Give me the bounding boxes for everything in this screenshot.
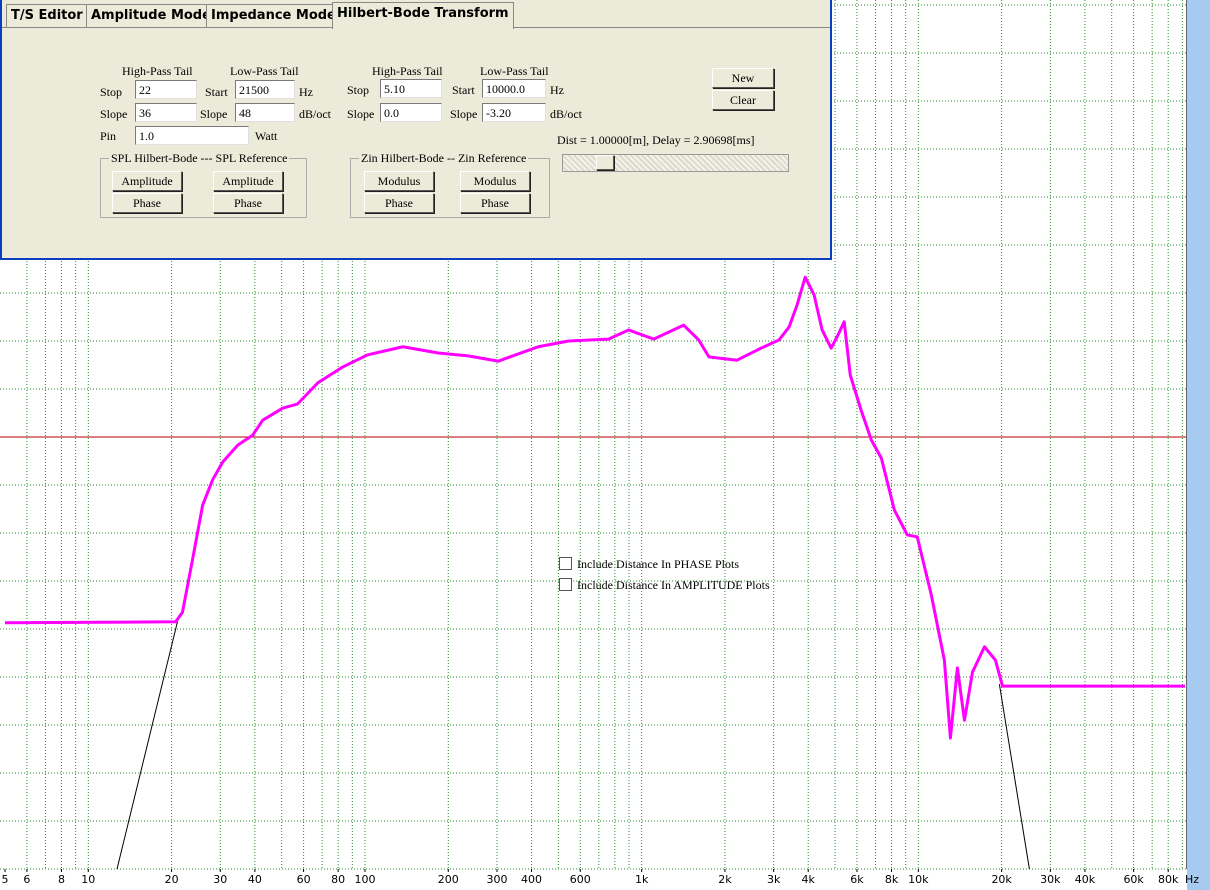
checkbox[interactable]: Include Distance In AMPLITUDE Plots bbox=[559, 578, 770, 593]
button[interactable]: Phase bbox=[364, 193, 434, 213]
check-label: Include Distance In PHASE Plots bbox=[577, 557, 739, 571]
x-tick-label: 20k bbox=[991, 873, 1012, 886]
button[interactable]: Modulus bbox=[364, 171, 434, 191]
x-axis-label: Hz bbox=[1185, 873, 1199, 886]
button[interactable]: Phase bbox=[213, 193, 283, 213]
x-tick-label: 3k bbox=[767, 873, 781, 886]
text-field[interactable]: 48 bbox=[235, 103, 295, 122]
label: High-Pass Tail bbox=[372, 64, 443, 78]
tool-panel: T/S Editor Amplitude Model Impedance Model… bbox=[0, 0, 832, 592]
button[interactable]: Modulus bbox=[460, 171, 530, 191]
label: Slope bbox=[347, 107, 375, 121]
label: dB/oct bbox=[550, 107, 582, 121]
x-tick-label: 5 bbox=[2, 873, 9, 886]
text-field[interactable]: 22 bbox=[135, 80, 197, 99]
x-tick-label: 60k bbox=[1123, 873, 1144, 886]
check-box[interactable] bbox=[559, 557, 572, 570]
series-line bbox=[4, 275, 1185, 740]
label: Low-Pass Tail bbox=[480, 64, 549, 78]
x-tick-label: 400 bbox=[521, 873, 542, 886]
label: Start bbox=[205, 85, 228, 99]
label: Hz bbox=[550, 83, 564, 97]
group-title: SPL Hilbert-Bode --- SPL Reference bbox=[109, 151, 290, 166]
text-field[interactable]: 36 bbox=[135, 103, 197, 122]
x-tick-label: 30 bbox=[213, 873, 227, 886]
x-tick-label: 10 bbox=[81, 873, 95, 886]
text-field[interactable]: 5.10 bbox=[380, 79, 442, 98]
text-field[interactable]: -3.20 bbox=[482, 103, 546, 122]
tab[interactable]: Impedance Model bbox=[206, 4, 346, 27]
x-tick-label: 40 bbox=[248, 873, 262, 886]
group-title: Zin Hilbert-Bode -- Zin Reference bbox=[359, 151, 529, 166]
x-tick-label: 80 bbox=[331, 873, 345, 886]
series-line bbox=[116, 621, 1030, 870]
group-box: SPL Hilbert-Bode --- SPL Reference bbox=[100, 151, 307, 218]
scrollbar[interactable] bbox=[562, 154, 789, 172]
x-tick-label: 60 bbox=[297, 873, 311, 886]
x-tick-label: 6k bbox=[850, 873, 864, 886]
side-strip bbox=[1187, 0, 1210, 890]
x-tick-label: 600 bbox=[570, 873, 591, 886]
label: Stop bbox=[347, 83, 370, 97]
text-field[interactable]: 0.0 bbox=[380, 103, 442, 122]
label: dB/oct bbox=[299, 107, 331, 121]
text-field[interactable]: 10000.0 bbox=[482, 79, 546, 98]
x-tick-label: 100 bbox=[354, 873, 375, 886]
label: Slope bbox=[200, 107, 228, 121]
x-tick-label: 200 bbox=[438, 873, 459, 886]
label: Slope bbox=[450, 107, 478, 121]
x-tick-label: 2k bbox=[718, 873, 732, 886]
label: Low-Pass Tail bbox=[230, 64, 299, 78]
button[interactable]: New bbox=[712, 68, 774, 88]
label: Slope bbox=[100, 107, 128, 121]
x-tick-label: 4k bbox=[802, 873, 816, 886]
button[interactable]: Amplitude bbox=[213, 171, 283, 191]
button[interactable]: Amplitude bbox=[112, 171, 182, 191]
tab[interactable]: Amplitude Model bbox=[86, 4, 221, 27]
checkbox[interactable]: Include Distance In PHASE Plots bbox=[559, 557, 739, 572]
group-box: Zin Hilbert-Bode -- Zin Reference bbox=[350, 151, 550, 218]
button[interactable]: Phase bbox=[112, 193, 182, 213]
x-tick-label: 20 bbox=[165, 873, 179, 886]
check-box[interactable] bbox=[559, 578, 572, 591]
text-field[interactable]: 1.0 bbox=[135, 126, 249, 145]
x-tick-label: 80k bbox=[1158, 873, 1179, 886]
tab[interactable]: T/S Editor bbox=[6, 4, 88, 27]
scroll-thumb[interactable] bbox=[596, 155, 614, 170]
x-tick-label: 40k bbox=[1075, 873, 1096, 886]
label: High-Pass Tail bbox=[122, 64, 193, 78]
x-tick-label: 30k bbox=[1040, 873, 1061, 886]
label: Hz bbox=[299, 85, 313, 99]
check-label: Include Distance In AMPLITUDE Plots bbox=[577, 578, 770, 592]
button[interactable]: Clear bbox=[712, 90, 774, 110]
tab[interactable]: Hilbert-Bode Transform bbox=[332, 2, 514, 29]
x-tick-label: 10k bbox=[908, 873, 929, 886]
x-tick-label: 6 bbox=[23, 873, 30, 886]
status-text: Dist = 1.00000[m], Delay = 2.90698[ms] bbox=[557, 133, 755, 147]
x-tick-label: 8k bbox=[885, 873, 899, 886]
label: Watt bbox=[255, 129, 278, 143]
x-tick-label: 1k bbox=[635, 873, 649, 886]
x-tick-label: 300 bbox=[486, 873, 507, 886]
text-field[interactable]: 21500 bbox=[235, 80, 295, 99]
label: Start bbox=[452, 83, 475, 97]
x-tick-label: 8 bbox=[58, 873, 65, 886]
label: Stop bbox=[100, 85, 123, 99]
button[interactable]: Phase bbox=[460, 193, 530, 213]
label: Pin bbox=[100, 129, 117, 143]
